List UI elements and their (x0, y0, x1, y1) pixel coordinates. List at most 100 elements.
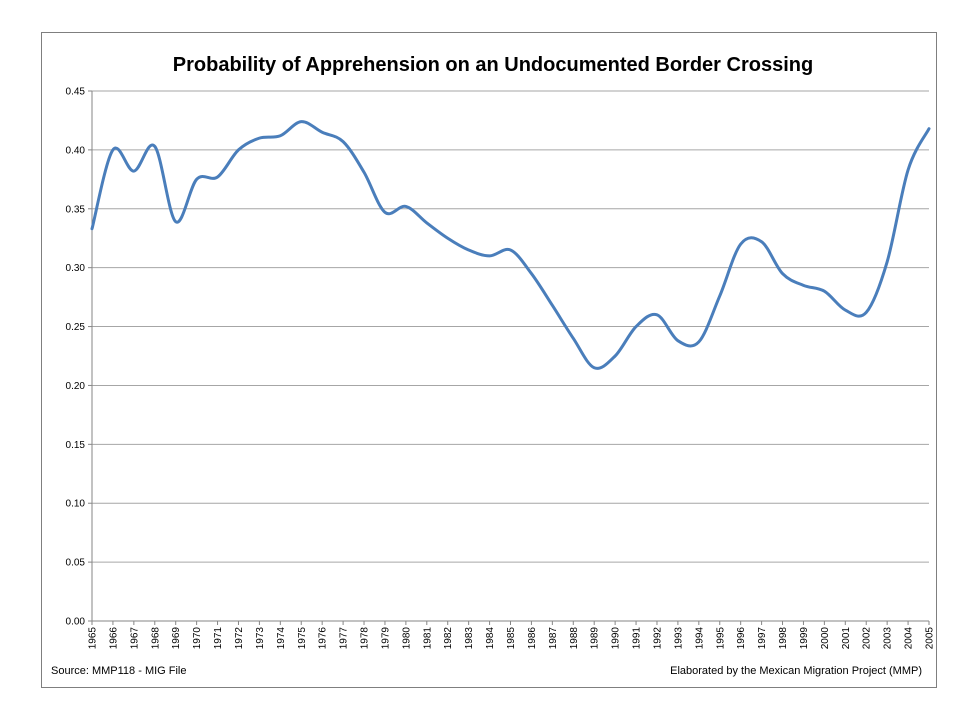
x-tick-label: 1994 (694, 627, 705, 650)
data-point (342, 140, 345, 143)
x-tick-label: 1965 (88, 627, 99, 650)
data-point (425, 221, 428, 224)
x-tick-label: 2002 (862, 627, 873, 650)
y-tick-label: 0.40 (66, 145, 86, 156)
data-point (697, 340, 700, 343)
chart: Probability of Apprehension on an Undocu… (51, 54, 936, 677)
data-point (551, 304, 554, 307)
data-point (718, 294, 721, 297)
x-tick-label: 1972 (234, 627, 245, 650)
x-tick-label: 1975 (297, 627, 308, 650)
x-tick-label: 2000 (820, 627, 831, 650)
x-tick-label: 1977 (339, 627, 350, 650)
data-point (195, 178, 198, 181)
x-tick-label: 2001 (841, 627, 852, 650)
x-tick-label: 1967 (129, 627, 140, 650)
data-point (907, 168, 910, 171)
data-point (572, 337, 575, 340)
x-tick-label: 1976 (318, 627, 329, 650)
data-point (111, 148, 114, 151)
x-tick-label: 1989 (590, 627, 601, 650)
x-tick-label: 2005 (925, 627, 936, 650)
y-axis-ticks: 0.00 0.05 0.10 0.15 0.20 0.25 0.30 0.35 0.40 0.45 (66, 87, 92, 628)
x-tick-label: 1968 (150, 627, 161, 650)
series-line (90, 120, 931, 370)
y-tick-label: 0.20 (66, 381, 86, 392)
data-point (614, 355, 617, 358)
axes (91, 91, 929, 622)
source-note: Source: MMP118 - MIG File (51, 665, 187, 677)
data-point (655, 313, 658, 316)
credit-note: Elaborated by the Mexican Migration Proj… (670, 665, 922, 677)
data-point (739, 243, 742, 246)
x-tick-label: 1970 (192, 627, 203, 650)
data-point (363, 171, 366, 174)
data-point (216, 175, 219, 178)
x-tick-label: 1985 (506, 627, 517, 650)
x-tick-label: 1983 (464, 627, 475, 650)
data-point (279, 134, 282, 137)
x-tick-label: 1981 (422, 627, 433, 650)
data-point (488, 254, 491, 257)
data-point (865, 311, 868, 314)
chart-frame: Probability of Apprehension on an Undocu… (41, 32, 937, 688)
data-point (823, 290, 826, 293)
data-point (802, 284, 805, 287)
data-point (321, 131, 324, 134)
data-point (174, 220, 177, 223)
data-point (760, 240, 763, 243)
y-tick-label: 0.45 (66, 87, 86, 98)
x-tick-label: 1974 (276, 627, 287, 650)
x-tick-label: 1978 (360, 627, 371, 650)
x-tick-label: 1969 (171, 627, 182, 650)
data-point (91, 227, 94, 230)
y-tick-label: 0.30 (66, 263, 86, 274)
x-tick-label: 1982 (443, 627, 454, 650)
data-point (258, 137, 261, 140)
data-point (153, 145, 156, 148)
data-point (886, 260, 889, 263)
x-tick-label: 2003 (883, 627, 894, 650)
data-point (593, 366, 596, 369)
series-layer (90, 120, 931, 370)
x-tick-label: 1998 (778, 627, 789, 650)
x-tick-label: 1986 (527, 627, 538, 650)
data-point (530, 272, 533, 275)
data-point (635, 325, 638, 328)
x-tick-label: 1995 (715, 627, 726, 650)
data-point (132, 170, 135, 173)
x-tick-label: 1984 (485, 627, 496, 650)
data-point (404, 205, 407, 208)
x-tick-label: 1991 (632, 627, 643, 650)
data-point (300, 120, 303, 123)
x-tick-label: 1971 (213, 627, 224, 650)
data-point (928, 127, 931, 130)
data-point (467, 249, 470, 252)
y-tick-label: 0.25 (66, 322, 86, 333)
y-tick-label: 0.15 (66, 440, 86, 451)
y-tick-label: 0.05 (66, 558, 86, 569)
x-tick-label: 1992 (652, 627, 663, 650)
x-tick-label: 1996 (736, 627, 747, 650)
data-point (781, 272, 784, 275)
x-tick-label: 1987 (548, 627, 559, 650)
x-tick-label: 1990 (611, 627, 622, 650)
data-point (676, 339, 679, 342)
x-tick-label: 1999 (799, 627, 810, 650)
x-tick-label: 1993 (673, 627, 684, 650)
x-tick-label: 1979 (380, 627, 391, 650)
x-tick-label: 1980 (401, 627, 412, 650)
x-tick-label: 1973 (255, 627, 266, 650)
y-tick-label: 0.35 (66, 204, 86, 215)
data-point (446, 237, 449, 240)
chart-title: Probability of Apprehension on an Undocu… (173, 54, 813, 76)
y-tick-label: 0.10 (66, 499, 86, 510)
x-tick-label: 1966 (108, 627, 119, 650)
x-tick-label: 1997 (757, 627, 768, 650)
data-point (509, 249, 512, 252)
x-tick-label: 1988 (569, 627, 580, 650)
x-axis-ticks: 1965 1966 1967 1968 1969 1970 1971 1972 1973 1974… (88, 621, 936, 649)
data-point (383, 211, 386, 214)
x-tick-label: 2004 (904, 627, 915, 650)
data-point (844, 309, 847, 312)
